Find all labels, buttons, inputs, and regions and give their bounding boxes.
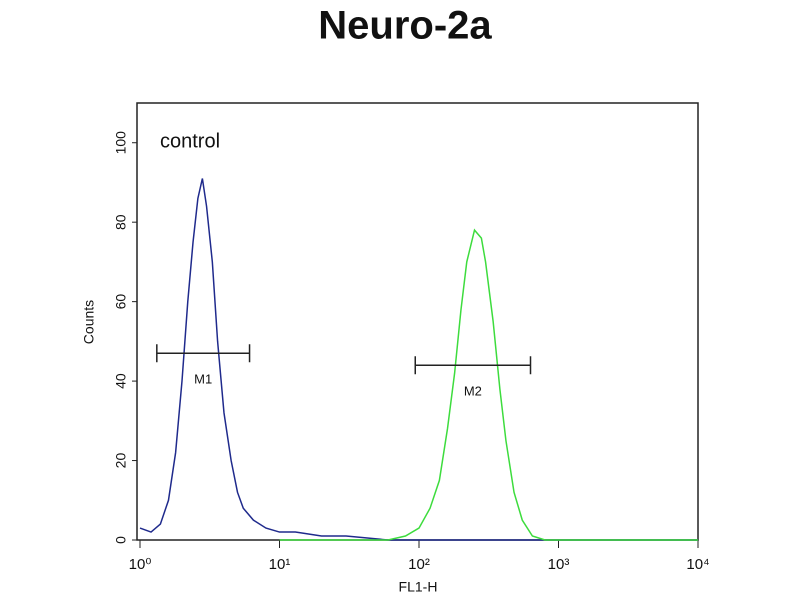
histogram-line [279, 228, 698, 541]
y-tick-label: 0 [113, 536, 129, 544]
marker-label: M1 [194, 372, 212, 387]
marker-bar [414, 356, 532, 375]
y-tick-label: 20 [113, 453, 129, 469]
plot-frame [136, 102, 699, 541]
y-axis-label: Counts [81, 300, 97, 344]
y-tick-label: 80 [113, 214, 129, 230]
y-tick-label: 100 [113, 131, 129, 155]
chart-title: Neuro-2a [318, 4, 492, 48]
x-tick-label: 10⁰ [129, 556, 152, 573]
y-tick-label: 60 [113, 294, 129, 310]
x-tick-label: 10³ [548, 556, 570, 573]
marker-label: M2 [464, 384, 482, 399]
x-tick-label: 10¹ [269, 556, 291, 573]
x-axis-label: FL1-H [399, 579, 438, 595]
x-tick-label: 10² [408, 556, 430, 573]
histogram-line [139, 178, 698, 541]
marker-bar [156, 344, 251, 363]
annotation: control [160, 130, 220, 152]
y-tick-label: 40 [113, 373, 129, 389]
x-tick-label: 10⁴ [686, 556, 709, 573]
